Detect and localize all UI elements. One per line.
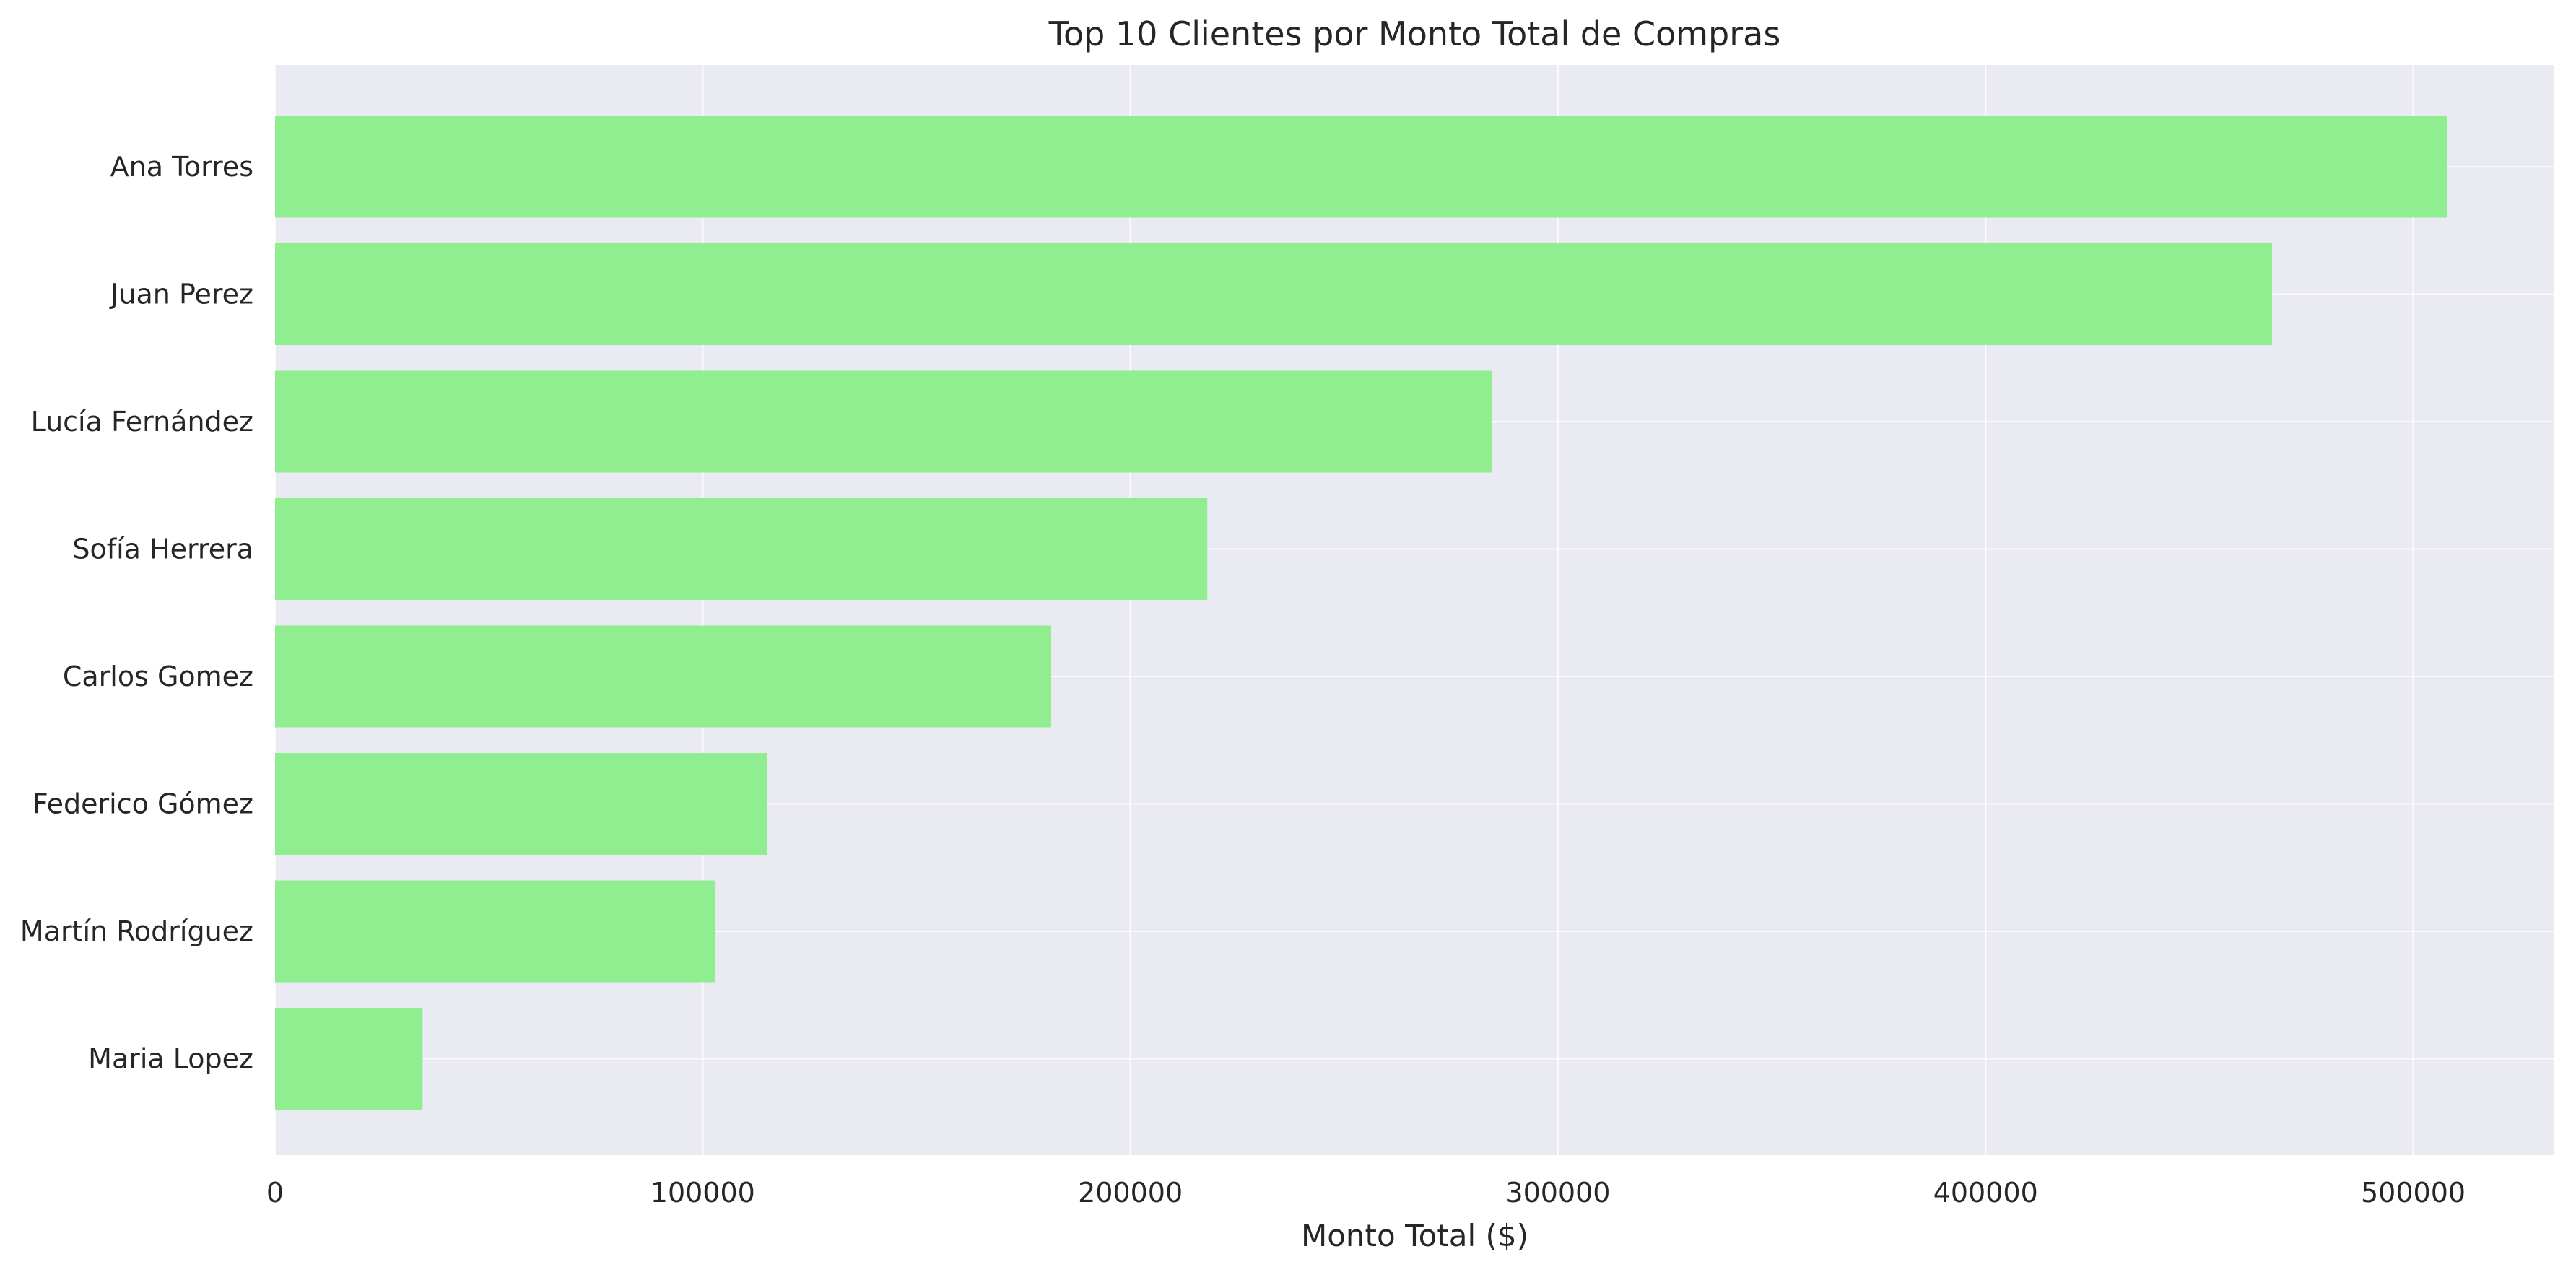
y-tick-labels: Ana Torres Juan Perez Lucía Fernández Sofía… — [20, 151, 253, 1075]
bar — [275, 243, 2273, 345]
x-tick-label: 100000 — [650, 1177, 755, 1209]
x-tick-label: 500000 — [2361, 1177, 2466, 1209]
bar — [275, 1008, 423, 1110]
y-tick-label: Ana Torres — [110, 151, 253, 183]
bar — [275, 880, 716, 983]
x-tick-label: 300000 — [1505, 1177, 1610, 1209]
bar — [275, 370, 1492, 473]
x-tick-label: 400000 — [1933, 1177, 2038, 1209]
y-tick-label: Carlos Gomez — [63, 661, 253, 692]
bar — [275, 498, 1208, 600]
bar — [275, 625, 1052, 728]
bar — [275, 116, 2447, 218]
bar — [275, 753, 767, 855]
x-axis-label: Monto Total ($) — [1301, 1218, 1528, 1253]
chart-title: Top 10 Clientes por Monto Total de Compr… — [1048, 14, 1781, 53]
x-tick-label: 200000 — [1078, 1177, 1183, 1209]
x-tick-labels: 0 100000 200000 300000 400000 500000 — [266, 1177, 2466, 1209]
y-tick-label: Lucía Fernández — [31, 406, 253, 437]
y-tick-label: Federico Gómez — [32, 788, 253, 820]
x-tick-label: 0 — [266, 1177, 284, 1209]
y-tick-label: Sofía Herrera — [72, 534, 253, 565]
plot-area — [275, 65, 2554, 1155]
bars — [275, 116, 2447, 1110]
y-tick-label: Juan Perez — [109, 279, 253, 310]
y-tick-label: Maria Lopez — [88, 1043, 253, 1075]
y-tick-label: Martín Rodríguez — [20, 915, 253, 947]
